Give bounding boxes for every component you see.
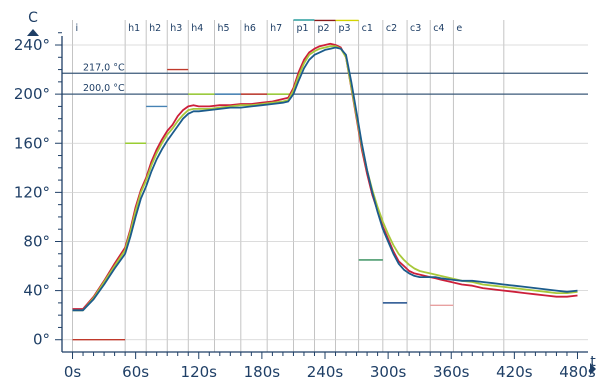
series-line-0 [72, 42, 578, 310]
x-axis-arrow-icon [590, 363, 596, 375]
x-tick-label-8: 480s [559, 363, 596, 381]
phase-label-5: h5 [218, 23, 230, 34]
phase-label-3: h3 [170, 23, 182, 34]
y-tick-label-4: 160° [14, 134, 50, 152]
y-tick-label-1: 40° [23, 282, 50, 300]
y-tick-label-3: 120° [14, 183, 50, 201]
x-axis-title: t [590, 354, 596, 370]
phase-label-1: h1 [128, 23, 140, 34]
phase-label-10: p3 [339, 23, 351, 34]
y-tick-label-6: 240° [14, 36, 50, 54]
reference-label-1: 200,0 °C [83, 83, 125, 94]
y-axis-title: C [28, 10, 38, 26]
phase-label-7: h7 [270, 23, 282, 34]
y-tick-label-2: 80° [23, 232, 50, 250]
y-axis-arrow-icon [27, 29, 39, 36]
axes: 0s 60s 120s 180s 240s 300s 360s 420s 480s 0° 40° 80… [14, 29, 596, 381]
phase-label-12: c2 [386, 23, 397, 34]
phase-label-2: h2 [149, 23, 161, 34]
phase-label-15: e [456, 23, 462, 34]
phase-label-0: i [76, 23, 79, 34]
phase-grid: i h1 h2 h3 h4 h5 h6 h7 p1 p2 p3 c1 c2 c3 c4 e [72, 20, 505, 352]
x-tick-label-6: 360s [433, 363, 470, 381]
x-tick-label-3: 180s [244, 363, 281, 381]
reference-label-0: 217,0 °C [83, 62, 125, 73]
y-tick-label-0: 0° [33, 331, 50, 349]
x-tick-label-5: 300s [370, 363, 407, 381]
series-lines [72, 42, 578, 312]
phase-label-8: p1 [296, 23, 308, 34]
phase-label-9: p2 [317, 23, 329, 34]
reference-lines: 217,0 °C 200,0 °C [62, 62, 588, 95]
phase-label-11: c1 [362, 23, 373, 34]
y-tick-label-5: 200° [14, 85, 50, 103]
x-tick-label-4: 240s [307, 363, 344, 381]
series-line-2 [72, 46, 578, 312]
setpoint-markers [72, 19, 454, 341]
x-tick-label-7: 420s [496, 363, 533, 381]
phase-label-4: h4 [191, 23, 203, 34]
phase-label-14: c4 [433, 23, 444, 34]
phase-label-13: c3 [410, 23, 421, 34]
x-tick-label-2: 120s [181, 363, 218, 381]
x-tick-label-0: 0s [64, 363, 82, 381]
x-tick-label-1: 60s [122, 363, 149, 381]
phase-label-6: h6 [244, 23, 256, 34]
